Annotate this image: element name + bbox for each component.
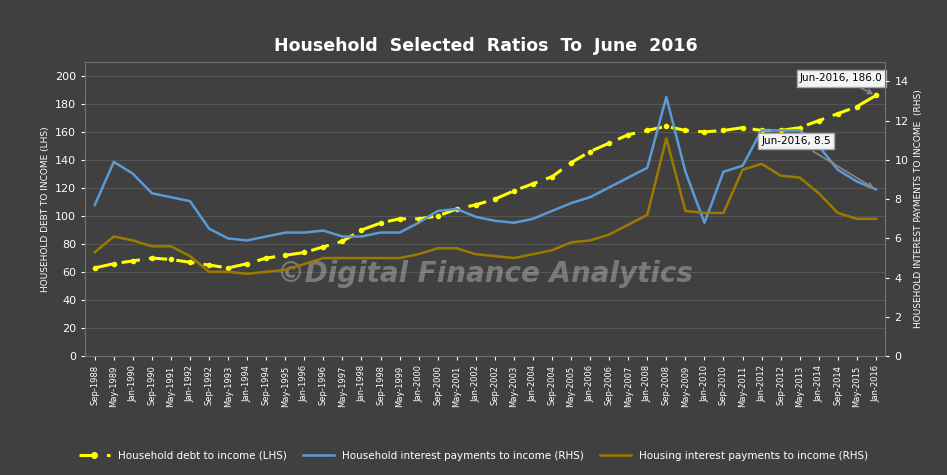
Legend: Household debt to income (LHS), Household interest payments to income (RHS), Hou: Household debt to income (LHS), Househol… (75, 446, 872, 465)
Y-axis label: HOUSEHOLD INTEREST PAYMENTS TO INCOME  (RHS): HOUSEHOLD INTEREST PAYMENTS TO INCOME (R… (914, 90, 923, 328)
Y-axis label: HOUSEHOLD DEBT TO INCOME (LHS): HOUSEHOLD DEBT TO INCOME (LHS) (41, 126, 49, 292)
Text: Jun-2016, 186.0: Jun-2016, 186.0 (799, 73, 883, 94)
Title: Household  Selected  Ratios  To  June  2016: Household Selected Ratios To June 2016 (274, 37, 697, 55)
Text: ©Digital Finance Analytics: ©Digital Finance Analytics (277, 260, 693, 288)
Text: Jun-2016, 8.5: Jun-2016, 8.5 (761, 136, 872, 187)
